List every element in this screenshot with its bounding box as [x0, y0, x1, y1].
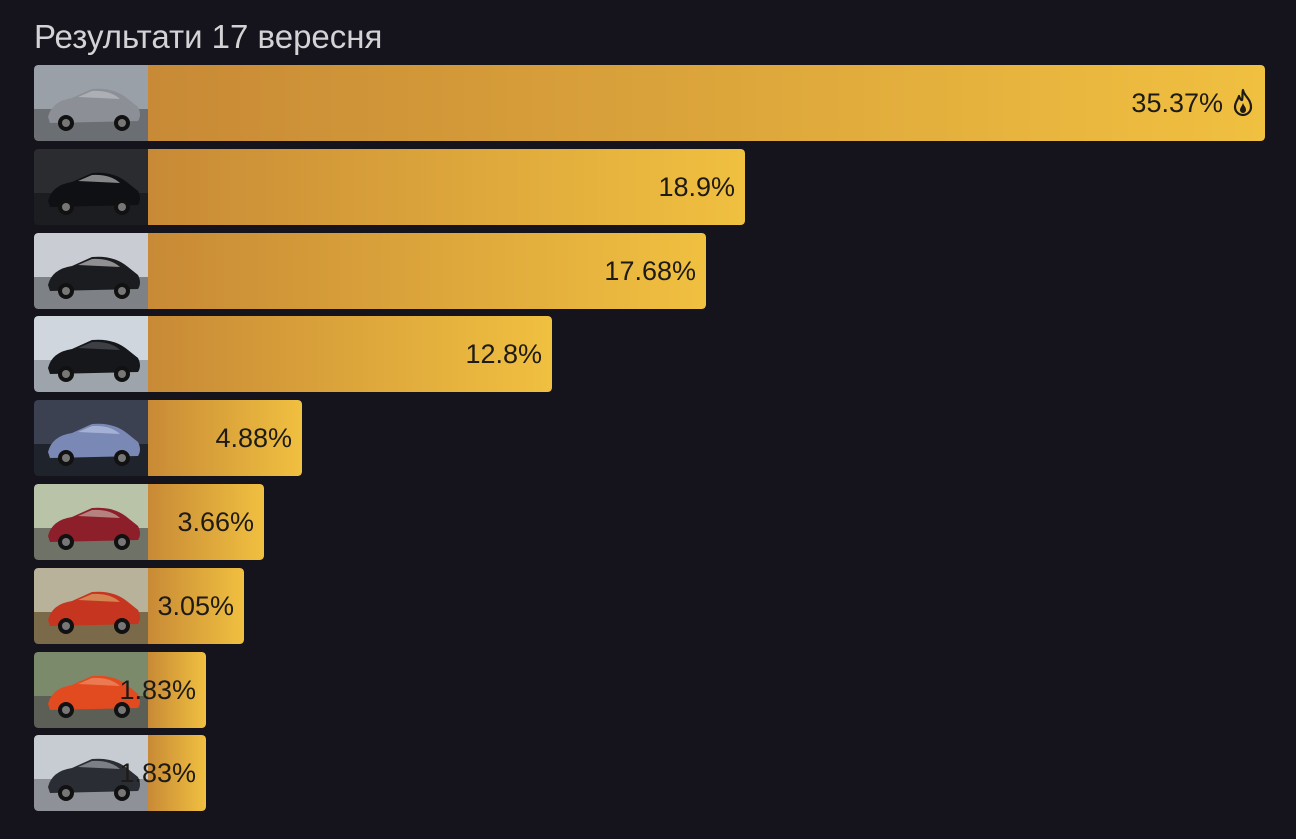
car-photo-thumbnail — [34, 149, 148, 225]
bar-value-label: 3.05% — [157, 568, 234, 644]
bar-fill — [148, 149, 745, 225]
bar-value-text: 3.66% — [177, 507, 254, 537]
bar-value-label: 35.37% — [1131, 65, 1255, 141]
bar-fill — [148, 735, 206, 811]
bar-fill — [148, 400, 302, 476]
bar-value-label: 1.83% — [119, 652, 196, 728]
bar-row: 35.37% — [34, 65, 1265, 141]
bar-value-text: 35.37% — [1131, 88, 1223, 118]
chart-title: Результати 17 вересня — [34, 18, 383, 55]
bar-value-text: 1.83% — [119, 675, 196, 705]
bar-value-label: 12.8% — [465, 316, 542, 392]
bar-row: 18.9% — [34, 149, 745, 225]
bar-row: 1.83% — [34, 652, 206, 728]
bar-value-label: 18.9% — [658, 149, 735, 225]
bar-value-text: 4.88% — [215, 423, 292, 453]
bar-fill — [148, 652, 206, 728]
car-photo-thumbnail — [34, 316, 148, 392]
car-photo-thumbnail — [34, 484, 148, 560]
bar-row: 17.68% — [34, 233, 706, 309]
bar-value-label: 1.83% — [119, 735, 196, 811]
bar-value-label: 4.88% — [215, 400, 292, 476]
bar-fill — [148, 65, 1265, 141]
car-photo-thumbnail — [34, 568, 148, 644]
bar-fill — [148, 233, 706, 309]
bar-value-label: 17.68% — [604, 233, 696, 309]
car-photo-thumbnail — [34, 400, 148, 476]
car-photo-thumbnail — [34, 735, 148, 811]
bar-value-text: 3.05% — [157, 591, 234, 621]
car-photo-thumbnail — [34, 652, 148, 728]
car-photo-thumbnail — [34, 233, 148, 309]
bar-value-label: 3.66% — [177, 484, 254, 560]
fire-icon — [1233, 88, 1253, 117]
bar-fill — [148, 316, 552, 392]
bar-row: 1.83% — [34, 735, 206, 811]
bar-value-text: 17.68% — [604, 256, 696, 286]
bar-row: 4.88% — [34, 400, 302, 476]
bar-value-text: 12.8% — [465, 339, 542, 369]
bar-row: 3.66% — [34, 484, 264, 560]
bar-value-text: 1.83% — [119, 758, 196, 788]
bar-value-text: 18.9% — [658, 172, 735, 202]
bar-row: 3.05% — [34, 568, 244, 644]
bar-fill — [148, 568, 244, 644]
bar-row: 12.8% — [34, 316, 552, 392]
car-photo-thumbnail — [34, 65, 148, 141]
bar-fill — [148, 484, 264, 560]
